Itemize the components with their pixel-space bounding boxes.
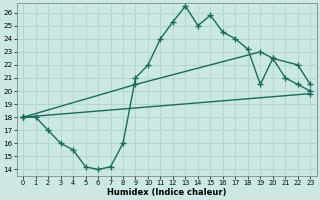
X-axis label: Humidex (Indice chaleur): Humidex (Indice chaleur)	[107, 188, 227, 197]
